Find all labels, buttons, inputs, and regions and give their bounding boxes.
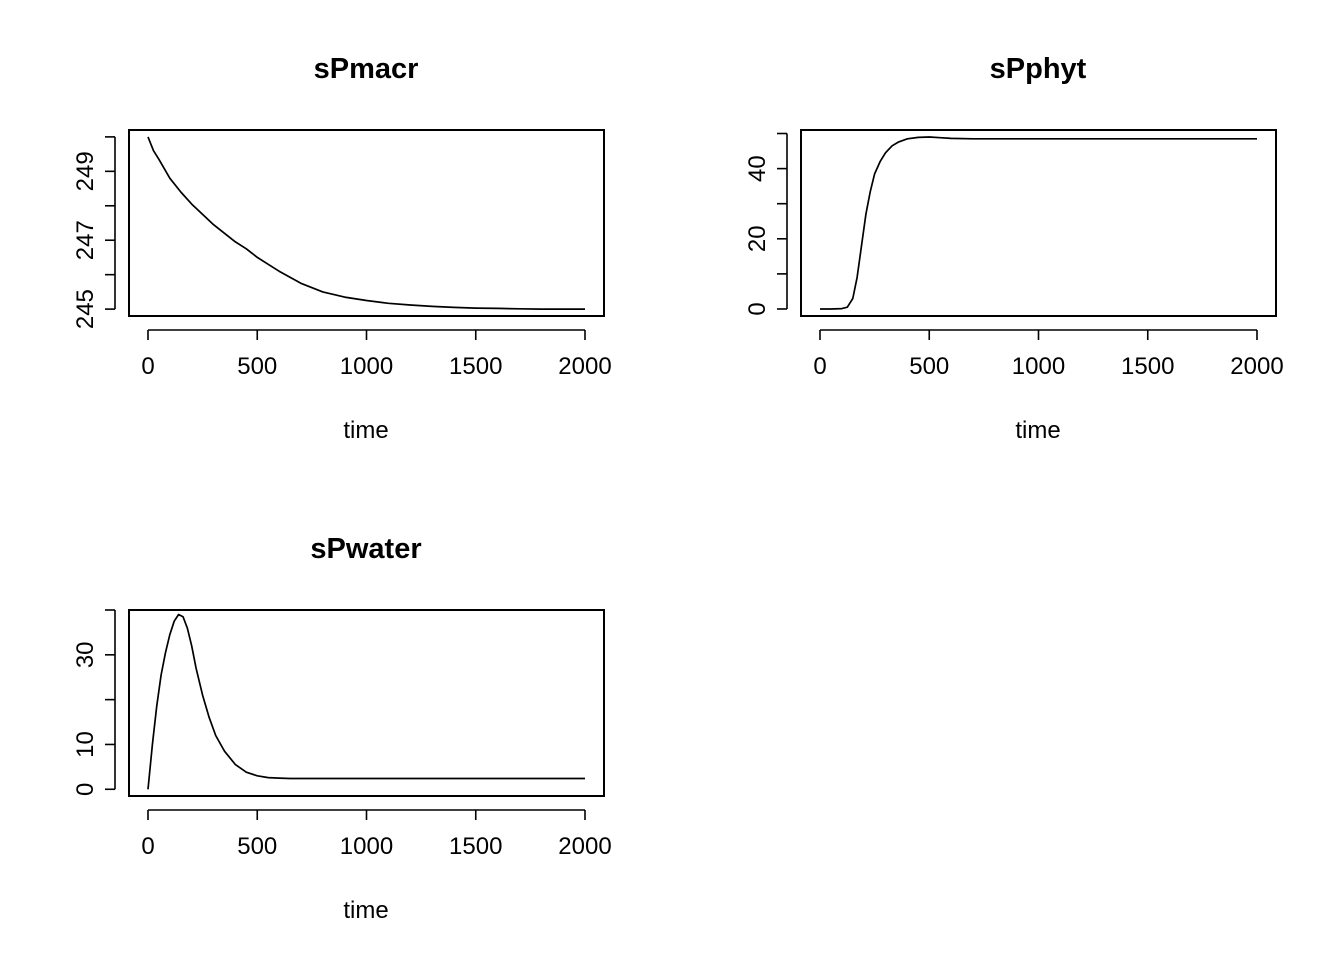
x-axis-label: time [1015, 417, 1060, 444]
x-tick-label: 2000 [558, 833, 611, 860]
series-line [147, 136, 585, 310]
x-axis: 0 500 1000 1500 2000 [141, 809, 612, 860]
x-tick-label: 500 [237, 833, 277, 860]
x-tick-label: 0 [141, 353, 154, 380]
x-tick-label: 2000 [1230, 353, 1283, 380]
y-tick-label: 20 [744, 225, 771, 252]
panel-title: sPphyt [990, 53, 1087, 85]
y-tick-label: 245 [72, 289, 99, 329]
x-tick-label: 500 [237, 353, 277, 380]
x-tick-label: 1500 [1121, 353, 1174, 380]
y-axis: 245 247 249 [72, 136, 116, 329]
panel-sPmacr: sPmacr 0 500 1000 1500 2000 245 247 249 time [72, 53, 612, 444]
plot-frame [800, 129, 1277, 317]
x-tick-label: 1500 [449, 353, 502, 380]
x-axis: 0 500 1000 1500 2000 [813, 329, 1284, 380]
y-axis: 0 20 40 [744, 132, 788, 316]
series-line [820, 136, 1257, 310]
x-axis-label: time [343, 417, 388, 444]
x-tick-label: 1000 [1012, 353, 1065, 380]
series-line [147, 613, 585, 790]
y-tick-label: 30 [72, 641, 99, 668]
x-axis-label: time [343, 897, 388, 924]
x-tick-label: 500 [909, 353, 949, 380]
y-tick-label: 10 [72, 731, 99, 758]
y-tick-label: 40 [744, 155, 771, 182]
plot-frame [128, 609, 605, 797]
x-tick-label: 2000 [558, 353, 611, 380]
panel-title: sPmacr [314, 53, 419, 85]
y-tick-label: 247 [72, 220, 99, 260]
panel-sPphyt: sPphyt 0 500 1000 1500 2000 0 20 40 time [744, 53, 1284, 444]
panel-sPwater: sPwater 0 500 1000 1500 2000 0 10 30 time [72, 533, 612, 924]
y-tick-label: 0 [72, 783, 99, 796]
panel-title: sPwater [310, 533, 421, 565]
x-tick-label: 1000 [340, 833, 393, 860]
y-axis: 0 10 30 [72, 609, 116, 796]
x-tick-label: 0 [141, 833, 154, 860]
y-tick-label: 249 [72, 151, 99, 191]
y-tick-label: 0 [744, 302, 771, 315]
x-tick-label: 1000 [340, 353, 393, 380]
x-axis: 0 500 1000 1500 2000 [141, 329, 612, 380]
plot-frame [128, 129, 605, 317]
x-tick-label: 0 [813, 353, 826, 380]
x-tick-label: 1500 [449, 833, 502, 860]
